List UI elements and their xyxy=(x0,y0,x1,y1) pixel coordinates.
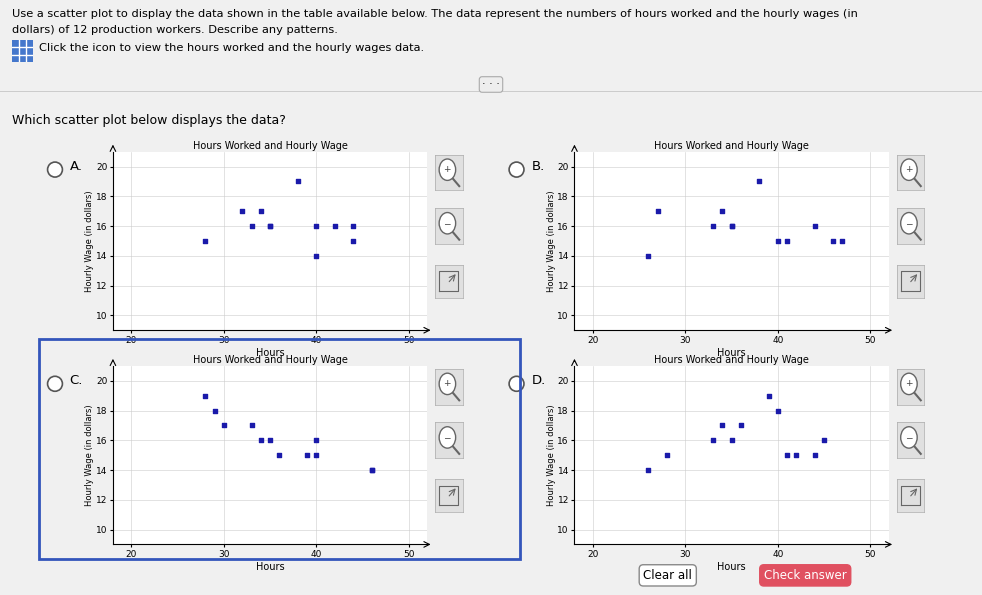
Text: +: + xyxy=(904,380,912,389)
Point xyxy=(290,177,305,186)
Y-axis label: Hourly Wage (in dollars): Hourly Wage (in dollars) xyxy=(547,405,556,506)
Point xyxy=(308,221,324,231)
Text: dollars) of 12 production workers. Describe any patterns.: dollars) of 12 production workers. Descr… xyxy=(12,25,338,35)
Circle shape xyxy=(439,373,456,394)
Text: +: + xyxy=(443,380,451,389)
Circle shape xyxy=(900,373,917,394)
Point xyxy=(724,221,739,231)
Text: −: − xyxy=(443,219,451,228)
Circle shape xyxy=(509,162,524,177)
Point xyxy=(346,236,361,246)
Title: Hours Worked and Hourly Wage: Hours Worked and Hourly Wage xyxy=(192,355,348,365)
Point xyxy=(724,436,739,445)
Point xyxy=(327,221,343,231)
Title: Hours Worked and Hourly Wage: Hours Worked and Hourly Wage xyxy=(192,141,348,151)
Point xyxy=(197,236,213,246)
Point xyxy=(715,206,731,216)
Point xyxy=(751,177,767,186)
Point xyxy=(705,221,721,231)
Point xyxy=(308,450,324,460)
Point xyxy=(244,421,259,430)
Circle shape xyxy=(900,427,917,448)
Circle shape xyxy=(509,376,524,392)
Point xyxy=(364,465,380,475)
Circle shape xyxy=(439,427,456,448)
Y-axis label: Hourly Wage (in dollars): Hourly Wage (in dollars) xyxy=(85,190,94,292)
Point xyxy=(271,450,287,460)
Point xyxy=(835,236,850,246)
Point xyxy=(770,406,786,415)
Point xyxy=(659,450,675,460)
Point xyxy=(346,221,361,231)
Point xyxy=(640,465,656,475)
Point xyxy=(705,436,721,445)
Point xyxy=(715,421,731,430)
Point xyxy=(779,450,794,460)
Point xyxy=(807,450,823,460)
Point xyxy=(300,450,315,460)
Point xyxy=(779,236,794,246)
Point xyxy=(253,206,269,216)
Point xyxy=(789,450,804,460)
Circle shape xyxy=(47,162,63,177)
Point xyxy=(308,251,324,261)
Text: B.: B. xyxy=(531,160,544,173)
X-axis label: Hours: Hours xyxy=(717,347,746,358)
Point xyxy=(253,436,269,445)
Point xyxy=(770,236,786,246)
Circle shape xyxy=(47,376,63,392)
Text: −: − xyxy=(904,433,912,442)
X-axis label: Hours: Hours xyxy=(255,562,285,572)
Point xyxy=(235,206,250,216)
Point xyxy=(733,421,748,430)
Circle shape xyxy=(900,212,917,234)
Text: +: + xyxy=(904,165,912,174)
Title: Hours Worked and Hourly Wage: Hours Worked and Hourly Wage xyxy=(654,355,809,365)
Point xyxy=(364,465,380,475)
X-axis label: Hours: Hours xyxy=(255,347,285,358)
Text: Which scatter plot below displays the data?: Which scatter plot below displays the da… xyxy=(12,114,286,127)
Text: C.: C. xyxy=(70,374,83,387)
Text: −: − xyxy=(443,433,451,442)
Point xyxy=(308,436,324,445)
Point xyxy=(207,406,223,415)
Text: D.: D. xyxy=(531,374,546,387)
Text: · · ·: · · · xyxy=(482,80,500,89)
Point xyxy=(761,391,777,400)
Text: Check answer: Check answer xyxy=(764,569,846,582)
Point xyxy=(640,251,656,261)
Circle shape xyxy=(439,212,456,234)
Text: Click the icon to view the hours worked and the hourly wages data.: Click the icon to view the hours worked … xyxy=(39,43,424,54)
Point xyxy=(807,221,823,231)
Text: +: + xyxy=(443,165,451,174)
Y-axis label: Hourly Wage (in dollars): Hourly Wage (in dollars) xyxy=(547,190,556,292)
Title: Hours Worked and Hourly Wage: Hours Worked and Hourly Wage xyxy=(654,141,809,151)
Point xyxy=(826,236,842,246)
Y-axis label: Hourly Wage (in dollars): Hourly Wage (in dollars) xyxy=(85,405,94,506)
Text: Clear all: Clear all xyxy=(643,569,692,582)
Point xyxy=(244,221,259,231)
Point xyxy=(650,206,666,216)
Text: A.: A. xyxy=(70,160,82,173)
X-axis label: Hours: Hours xyxy=(717,562,746,572)
Point xyxy=(216,421,232,430)
Text: −: − xyxy=(904,219,912,228)
Point xyxy=(724,221,739,231)
Point xyxy=(262,436,278,445)
Circle shape xyxy=(439,159,456,180)
Point xyxy=(816,436,832,445)
Point xyxy=(262,221,278,231)
Point xyxy=(197,391,213,400)
Point xyxy=(262,221,278,231)
Text: Use a scatter plot to display the data shown in the table available below. The d: Use a scatter plot to display the data s… xyxy=(12,9,857,19)
Circle shape xyxy=(900,159,917,180)
